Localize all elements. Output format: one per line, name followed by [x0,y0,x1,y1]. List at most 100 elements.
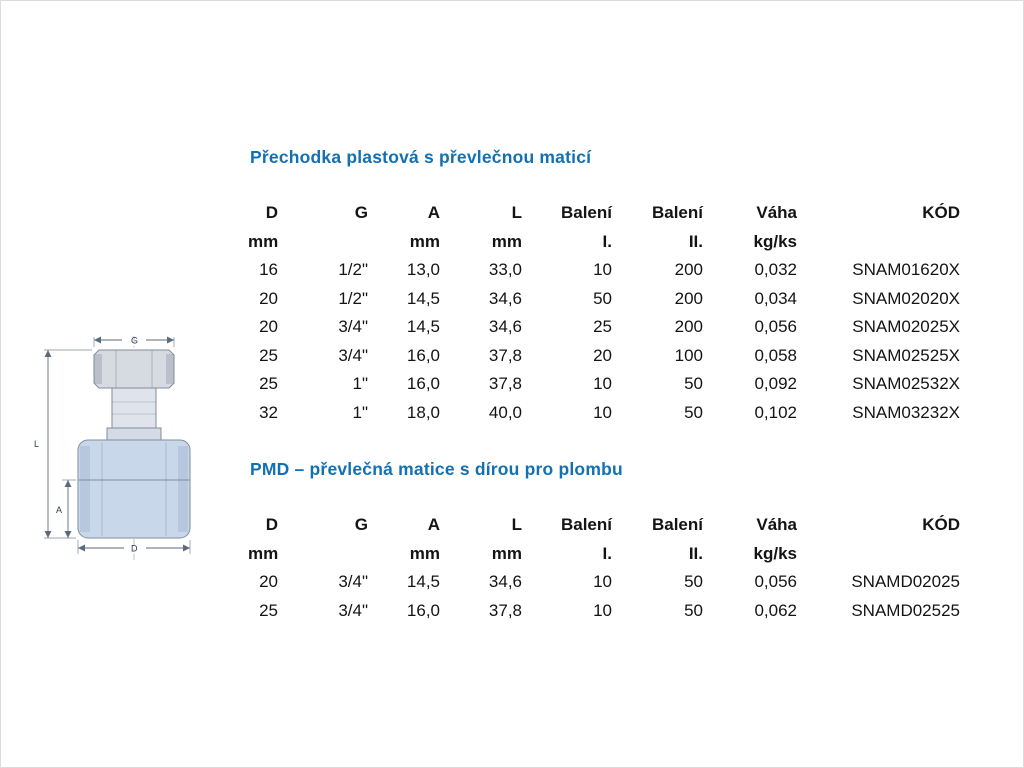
table-row: 20 1/2" 14,5 34,6 50 200 0,034 SNAM02020X [248,285,962,314]
table-cell: 16,0 [406,600,440,620]
table-cell: 50 [684,572,703,591]
table-cell: 32 [259,402,278,422]
table-cell: 20 [593,345,612,365]
table-cell: 1" [352,374,369,393]
table-cell: SNAM02532X [852,374,960,393]
column-unit [278,540,368,568]
table-cell: 3/4" [338,345,368,365]
table-units-row: mm mm mm I. II. kg/ks [248,540,962,568]
table-cell: 10 [593,572,612,591]
table-cell: 34,6 [488,317,522,336]
table-cell: 16,0 [406,374,440,393]
column-header: D [265,203,278,222]
table-cell: SNAM03232X [852,402,960,422]
neck-shape [111,387,157,433]
column-unit: mm [248,232,279,251]
dim-label-d: D [131,544,138,554]
table-cell: 10 [593,374,612,393]
table-cell: 200 [674,317,703,336]
table-cell: 20 [259,288,278,308]
table-cell: 25 [259,345,278,365]
table-cell: 14,5 [406,288,440,308]
table-row: 25 1" 16,0 37,8 10 50 0,092 SNAM02532X [248,370,962,399]
table-cell: SNAM02020X [852,288,960,308]
table-cell: 3/4" [338,572,368,591]
table-cell: SNAM02525X [852,345,960,365]
table-cell: 0,032 [754,260,797,279]
column-header: KÓD [922,203,960,222]
column-header: L [511,515,522,534]
table-cell: 16,0 [406,345,440,365]
table-cell: 37,8 [488,345,522,365]
column-unit: II. [688,232,703,251]
table-cell: 10 [593,260,612,279]
column-header: A [427,515,440,534]
table-cell: 37,8 [488,600,522,620]
table-cell: 13,0 [406,260,440,279]
table-row: 20 3/4" 14,5 34,6 25 200 0,056 SNAM02025X [248,313,962,342]
dim-label-l: L [34,439,39,449]
column-header: L [511,203,522,222]
table-cell: 0,062 [754,600,797,620]
column-header: Váha [756,515,797,534]
table-cell: 20 [259,317,278,336]
collar-shape [106,427,162,442]
table-cell: 33,0 [488,260,522,279]
column-header: G [354,203,368,222]
column-unit: kg/ks [753,544,797,563]
table-cell: 50 [684,374,703,393]
table1-title: Přechodka plastová s převlečnou maticí [250,147,592,167]
table-cell: 1" [352,402,369,422]
table-cell: 50 [593,288,612,308]
table-cell: 40,0 [488,402,522,422]
table-cell: 1/2" [338,260,368,279]
column-unit: kg/ks [753,232,797,251]
column-unit: mm [409,232,440,251]
column-unit: mm [409,544,440,563]
table-cell: 100 [674,345,703,365]
dim-label-a: A [56,505,62,515]
fitting-drawing-svg: G L A [34,336,191,560]
table-cell: 200 [674,288,703,308]
table-cell: 0,102 [754,402,797,422]
column-unit [797,228,960,256]
table-cell: SNAM01620X [852,260,960,279]
table-cell: 0,056 [754,572,797,591]
table-cell: 1/2" [338,288,368,308]
table-cell: 0,058 [754,345,797,365]
nut-shade-right [166,354,174,384]
body-shade-left [80,446,90,532]
table-cell: 50 [684,402,703,422]
table-cell: 18,0 [406,402,440,422]
column-unit: I. [602,232,612,251]
table-cell: 50 [684,600,703,620]
column-unit [278,228,368,256]
body-shade-right [178,446,188,532]
table-cell: 0,092 [754,374,797,393]
column-unit: I. [602,544,612,563]
column-header: G [354,515,368,534]
column-unit: mm [491,544,522,563]
table-cell: 25 [259,374,278,393]
union-nut-shape [77,439,191,539]
table-cell: 0,056 [754,317,797,336]
table-cell: 34,6 [488,572,522,591]
column-unit: mm [491,232,522,251]
column-header: Balení [651,203,703,222]
table-cell: 16 [259,260,278,279]
table-cell: SNAMD02525 [851,600,960,620]
table-cell: 25 [259,600,278,620]
table-header-row: D G A L Balení Balení Váha KÓD [248,510,962,540]
table-cell: 200 [674,260,703,279]
product-table-2: D G A L Balení Balení Váha KÓD mm mm mm I. II. kg/ks 2… [248,510,962,625]
table-header-row: D G A L Balení Balení Váha KÓD [248,198,962,228]
nut-shade-left [94,354,102,384]
table-cell: 37,8 [488,374,522,393]
table-cell: 10 [593,600,612,620]
column-unit: II. [688,544,703,563]
table-cell: 0,034 [754,288,797,308]
column-unit: mm [248,544,279,563]
table-cell: 14,5 [406,572,440,591]
column-header: Balení [560,203,612,222]
